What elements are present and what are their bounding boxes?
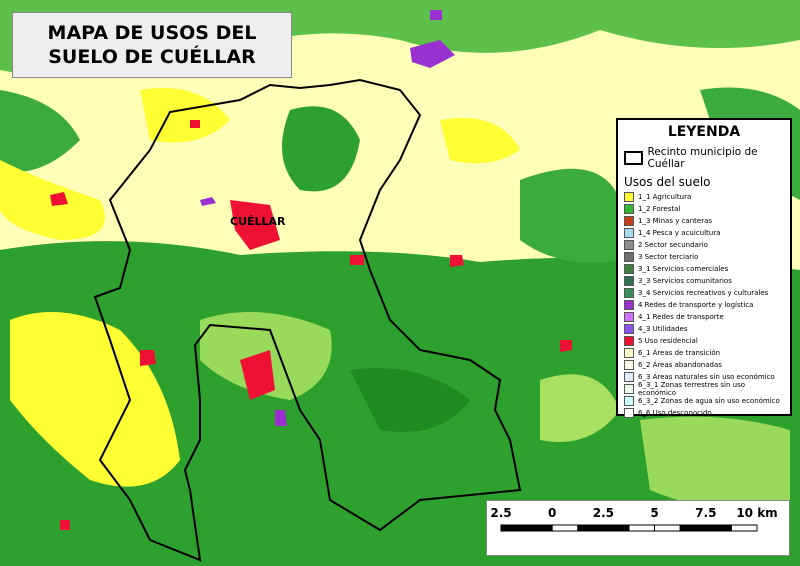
- scale-segment: [577, 524, 604, 532]
- scale-label: 2.5: [490, 506, 511, 520]
- legend-item: 3_1 Servicios comerciales: [624, 263, 784, 275]
- municipality-boundary: [93, 78, 522, 562]
- legend-swatch: [624, 324, 634, 334]
- legend-swatch: [624, 312, 634, 322]
- legend-swatch: [624, 408, 634, 418]
- legend-item: 6_3_2 Zonas de agua sin uso económico: [624, 395, 784, 407]
- legend-item: 3 Sector terciario: [624, 251, 784, 263]
- legend-swatch: [624, 228, 634, 238]
- legend-label: 6_2 Áreas abandonadas: [638, 361, 722, 369]
- boundary-label: Recinto municipio de Cuéllar: [647, 146, 758, 170]
- legend-swatch: [624, 372, 634, 382]
- scale-label: 10 km: [736, 506, 777, 520]
- legend-item: 4 Redes de transporte y logística: [624, 299, 784, 311]
- legend: LEYENDA Recinto municipio de Cuéllar Uso…: [616, 118, 792, 419]
- legend-item: 6_6 Uso desconocido: [624, 407, 784, 419]
- legend-swatch: [624, 348, 634, 358]
- scale-segment: [730, 524, 758, 532]
- legend-label: 5 Uso residencial: [638, 337, 698, 345]
- legend-item: 4_3 Utilidades: [624, 323, 784, 335]
- title-box: MAPA DE USOS DEL SUELO DE CUÉLLAR: [12, 12, 292, 78]
- legend-label: 2 Sector secundario: [638, 241, 708, 249]
- legend-label: 4_3 Utilidades: [638, 325, 688, 333]
- legend-label: 6_3_1 Zonas terrestres sin uso económico: [638, 381, 746, 397]
- legend-boundary: Recinto municipio de Cuéllar: [624, 146, 784, 170]
- legend-label: 3_3 Servicios comunitarios: [638, 277, 732, 285]
- legend-item: 1_2 Forestal: [624, 203, 784, 215]
- legend-item: 6_1 Áreas de transición: [624, 347, 784, 359]
- legend-swatch: [624, 240, 634, 250]
- legend-subtitle: Usos del suelo: [624, 175, 711, 189]
- legend-swatch: [624, 216, 634, 226]
- legend-swatch: [624, 288, 634, 298]
- boundary-swatch: [624, 151, 643, 165]
- legend-swatch: [624, 384, 634, 394]
- scale-segment: [602, 524, 630, 532]
- scale-label: 7.5: [695, 506, 716, 520]
- legend-label: 6_1 Áreas de transición: [638, 349, 721, 357]
- legend-label: 3_1 Servicios comerciales: [638, 265, 729, 273]
- legend-label: 4_1 Redes de transporte: [638, 313, 724, 321]
- legend-label: 6_6 Uso desconocido: [638, 409, 712, 417]
- scale-label: 5: [650, 506, 658, 520]
- scale-segment: [551, 524, 579, 532]
- legend-swatch: [624, 276, 634, 286]
- legend-item: 6_2 Áreas abandonadas: [624, 359, 784, 371]
- legend-label: 6_3 Áreas naturales sin uso económico: [638, 373, 775, 381]
- legend-label: 3 Sector terciario: [638, 253, 699, 261]
- scale-label: 2.5: [593, 506, 614, 520]
- legend-swatch: [624, 360, 634, 370]
- legend-label: 4 Redes de transporte y logística: [638, 301, 754, 309]
- legend-title: LEYENDA: [667, 124, 741, 140]
- legend-label: 6_3_2 Zonas de agua sin uso económico: [638, 397, 780, 405]
- scale-segment: [679, 524, 707, 532]
- legend-item: 1_3 Minas y canteras: [624, 215, 784, 227]
- legend-swatch: [624, 396, 634, 406]
- scale-bar: 2.5 0 2.5 5 7.5 10 km: [490, 506, 778, 532]
- legend-item: 6_3 Áreas naturales sin uso económico: [624, 371, 784, 383]
- legend-label: 3_4 Servicios recreativos y culturales: [638, 289, 769, 297]
- legend-swatch: [624, 192, 634, 202]
- legend-swatch: [624, 264, 634, 274]
- map-title: MAPA DE USOS DEL SUELO DE CUÉLLAR: [47, 22, 257, 68]
- scale-segment: [705, 524, 732, 532]
- legend-swatch: [624, 204, 634, 214]
- scale-segment: [500, 524, 553, 532]
- scale-segment: [654, 524, 681, 532]
- legend-item: 1_1 Agricultura: [624, 191, 784, 203]
- legend-swatch: [624, 252, 634, 262]
- legend-item: 4_1 Redes de transporte: [624, 311, 784, 323]
- legend-item: 6_3_1 Zonas terrestres sin uso económico: [624, 381, 784, 397]
- legend-item: 3_4 Servicios recreativos y culturales: [624, 287, 784, 299]
- legend-item: 1_4 Pesca y acuicultura: [624, 227, 784, 239]
- legend-swatch: [624, 300, 634, 310]
- legend-label: 1_3 Minas y canteras: [638, 217, 713, 225]
- legend-item: 3_3 Servicios comunitarios: [624, 275, 784, 287]
- scale-segment: [628, 524, 656, 532]
- legend-item: 2 Sector secundario: [624, 239, 784, 251]
- legend-label: 1_4 Pesca y acuicultura: [638, 229, 721, 237]
- town-label: CUÉLLAR: [230, 215, 286, 228]
- legend-swatch: [624, 336, 634, 346]
- legend-items: 1_1 Agricultura 1_2 Forestal 1_3 Minas y c…: [624, 191, 784, 419]
- legend-label: 1_2 Forestal: [638, 205, 681, 213]
- scale-label: 0: [548, 506, 556, 520]
- scale-bar-box: 2.5 0 2.5 5 7.5 10 km: [486, 500, 790, 556]
- legend-item: 5 Uso residencial: [624, 335, 784, 347]
- legend-label: 1_1 Agricultura: [638, 193, 692, 201]
